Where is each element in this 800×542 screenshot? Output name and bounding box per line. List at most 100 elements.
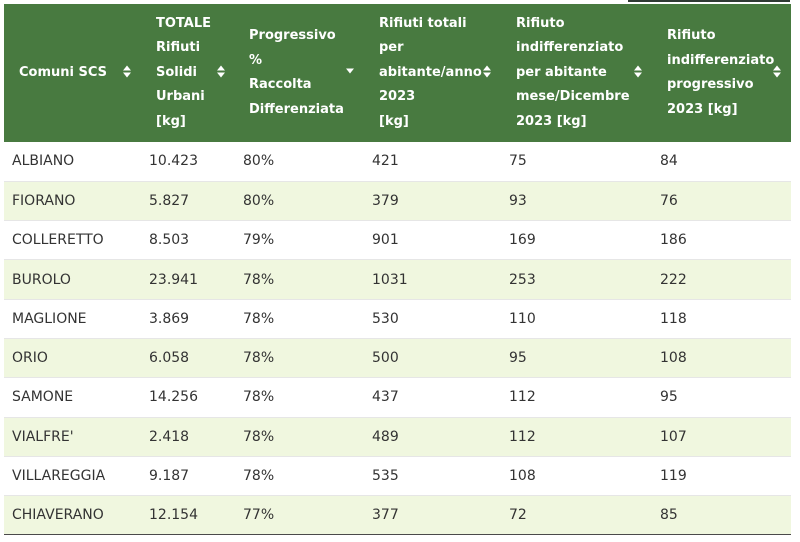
table-row: BUROLO 23.941 78% 1031 253 222: [4, 259, 791, 300]
cell-value: 112: [501, 377, 652, 418]
cell-value: 23.941: [141, 259, 235, 300]
cell-comune: MAGLIONE: [4, 299, 141, 339]
header-line: 2023: [379, 89, 416, 105]
cell-value: 93: [501, 181, 652, 222]
sort-both-icon[interactable]: [123, 65, 131, 81]
cell-value: 78%: [235, 299, 364, 339]
table-row: COLLERETTO 8.503 79% 901 169 186: [4, 220, 791, 261]
header-line: [kg]: [379, 113, 409, 129]
cell-value: 84: [652, 142, 791, 182]
table-row: VILLAREGGIA 9.187 78% 535 108 119: [4, 456, 791, 497]
column-header-label: Progressivo % Raccolta Differenziata: [249, 24, 344, 122]
header-line: mese/Dicembre: [516, 89, 630, 105]
header-line: Rifiuti totali: [379, 15, 467, 31]
column-header-6[interactable]: Rifiuto indifferenziato progressivo 2023 [k…: [652, 4, 791, 142]
cell-value: 95: [501, 338, 652, 379]
cell-value: 75: [501, 142, 652, 182]
header-line: Urbani: [156, 89, 205, 105]
cell-value: 530: [364, 299, 501, 339]
table-row: CHIAVERANO 12.154 77% 377 72 85: [4, 495, 791, 536]
sort-both-icon[interactable]: [483, 65, 491, 81]
cell-value: 186: [652, 220, 791, 261]
sort-both-icon[interactable]: [217, 65, 225, 81]
cell-value: 108: [501, 456, 652, 497]
header-line: 2023 [kg]: [516, 113, 587, 129]
cell-value: 110: [501, 299, 652, 339]
cell-value: 500: [364, 338, 501, 379]
cell-value: 78%: [235, 338, 364, 379]
column-header-2[interactable]: TOTALE Rifiuti Solidi Urbani [kg]: [141, 4, 235, 142]
column-header-label: Rifiuto indifferenziato progressivo 2023 [k…: [667, 24, 775, 122]
cell-value: 80%: [235, 142, 364, 182]
cell-value: 3.869: [141, 299, 235, 339]
header-line: Solidi: [156, 64, 197, 80]
cell-value: 169: [501, 220, 652, 261]
cell-value: 112: [501, 417, 652, 457]
cell-value: 5.827: [141, 181, 235, 222]
cell-value: 95: [652, 377, 791, 418]
cell-value: 1031: [364, 259, 501, 300]
cell-value: 901: [364, 220, 501, 261]
cell-value: 222: [652, 259, 791, 300]
table-row: FIORANO 5.827 80% 379 93 76: [4, 181, 791, 222]
table-row: SAMONE 14.256 78% 437 112 95: [4, 377, 791, 418]
cell-comune: VIALFRE': [4, 417, 141, 457]
table-body: ALBIANO 10.423 80% 421 75 84 FIORANO 5.827 80% 37…: [4, 142, 791, 536]
cell-comune: ALBIANO: [4, 142, 141, 182]
cell-comune: COLLERETTO: [4, 220, 141, 261]
table-row: ALBIANO 10.423 80% 421 75 84: [4, 142, 791, 182]
cell-value: 437: [364, 377, 501, 418]
sort-both-icon[interactable]: [773, 65, 781, 81]
cell-value: 72: [501, 495, 652, 536]
cell-value: 8.503: [141, 220, 235, 261]
column-header-1[interactable]: Comuni SCS: [4, 4, 141, 142]
cell-value: 489: [364, 417, 501, 457]
column-header-label: TOTALE Rifiuti Solidi Urbani [kg]: [156, 12, 211, 135]
header-line: Progressivo %: [249, 28, 336, 68]
cell-comune: BUROLO: [4, 259, 141, 300]
cell-value: 379: [364, 181, 501, 222]
cell-value: 14.256: [141, 377, 235, 418]
table-row: ORIO 6.058 78% 500 95 108: [4, 338, 791, 379]
sort-desc-icon[interactable]: [346, 68, 354, 78]
sort-both-icon[interactable]: [634, 65, 642, 81]
table-row: VIALFRE' 2.418 78% 489 112 107: [4, 417, 791, 457]
header-line: Rifiuto: [516, 15, 565, 31]
cell-value: 107: [652, 417, 791, 457]
header-line: 2023 [kg]: [667, 101, 738, 117]
cell-value: 9.187: [141, 456, 235, 497]
column-header-3[interactable]: Progressivo % Raccolta Differenziata: [235, 4, 364, 142]
cell-value: 118: [652, 299, 791, 339]
header-line: per abitante: [516, 64, 607, 80]
header-line: indifferenziato: [667, 52, 775, 68]
cell-value: 377: [364, 495, 501, 536]
cell-value: 79%: [235, 220, 364, 261]
cell-comune: SAMONE: [4, 377, 141, 418]
column-header-label: Rifiuti totali per abitante/anno 2023 [kg]: [379, 12, 482, 135]
header-line: Differenziata: [249, 101, 344, 117]
cell-value: 108: [652, 338, 791, 379]
cell-value: 421: [364, 142, 501, 182]
cell-value: 2.418: [141, 417, 235, 457]
column-header-4[interactable]: Rifiuti totali per abitante/anno 2023 [kg]: [364, 4, 501, 142]
cell-comune: FIORANO: [4, 181, 141, 222]
cell-comune: ORIO: [4, 338, 141, 379]
cell-value: 535: [364, 456, 501, 497]
cell-value: 253: [501, 259, 652, 300]
cell-value: 77%: [235, 495, 364, 536]
column-header-5[interactable]: Rifiuto indifferenziato per abitante mese/D…: [501, 4, 652, 142]
cell-value: 10.423: [141, 142, 235, 182]
header-line: per: [379, 40, 404, 56]
header-line: Rifiuti: [156, 40, 201, 56]
header-line: indifferenziato: [516, 40, 624, 56]
header-line: Raccolta: [249, 77, 312, 92]
header-line: [kg]: [156, 113, 186, 129]
waste-table: Comuni SCS TOTALE Rifiuti Solidi Urbani [kg] P…: [4, 4, 791, 536]
cell-value: 78%: [235, 377, 364, 418]
cell-value: 76: [652, 181, 791, 222]
cell-value: 85: [652, 495, 791, 536]
table-row: MAGLIONE 3.869 78% 530 110 118: [4, 299, 791, 339]
column-header-label: Rifiuto indifferenziato per abitante mese/D…: [516, 12, 630, 135]
cell-value: 119: [652, 456, 791, 497]
